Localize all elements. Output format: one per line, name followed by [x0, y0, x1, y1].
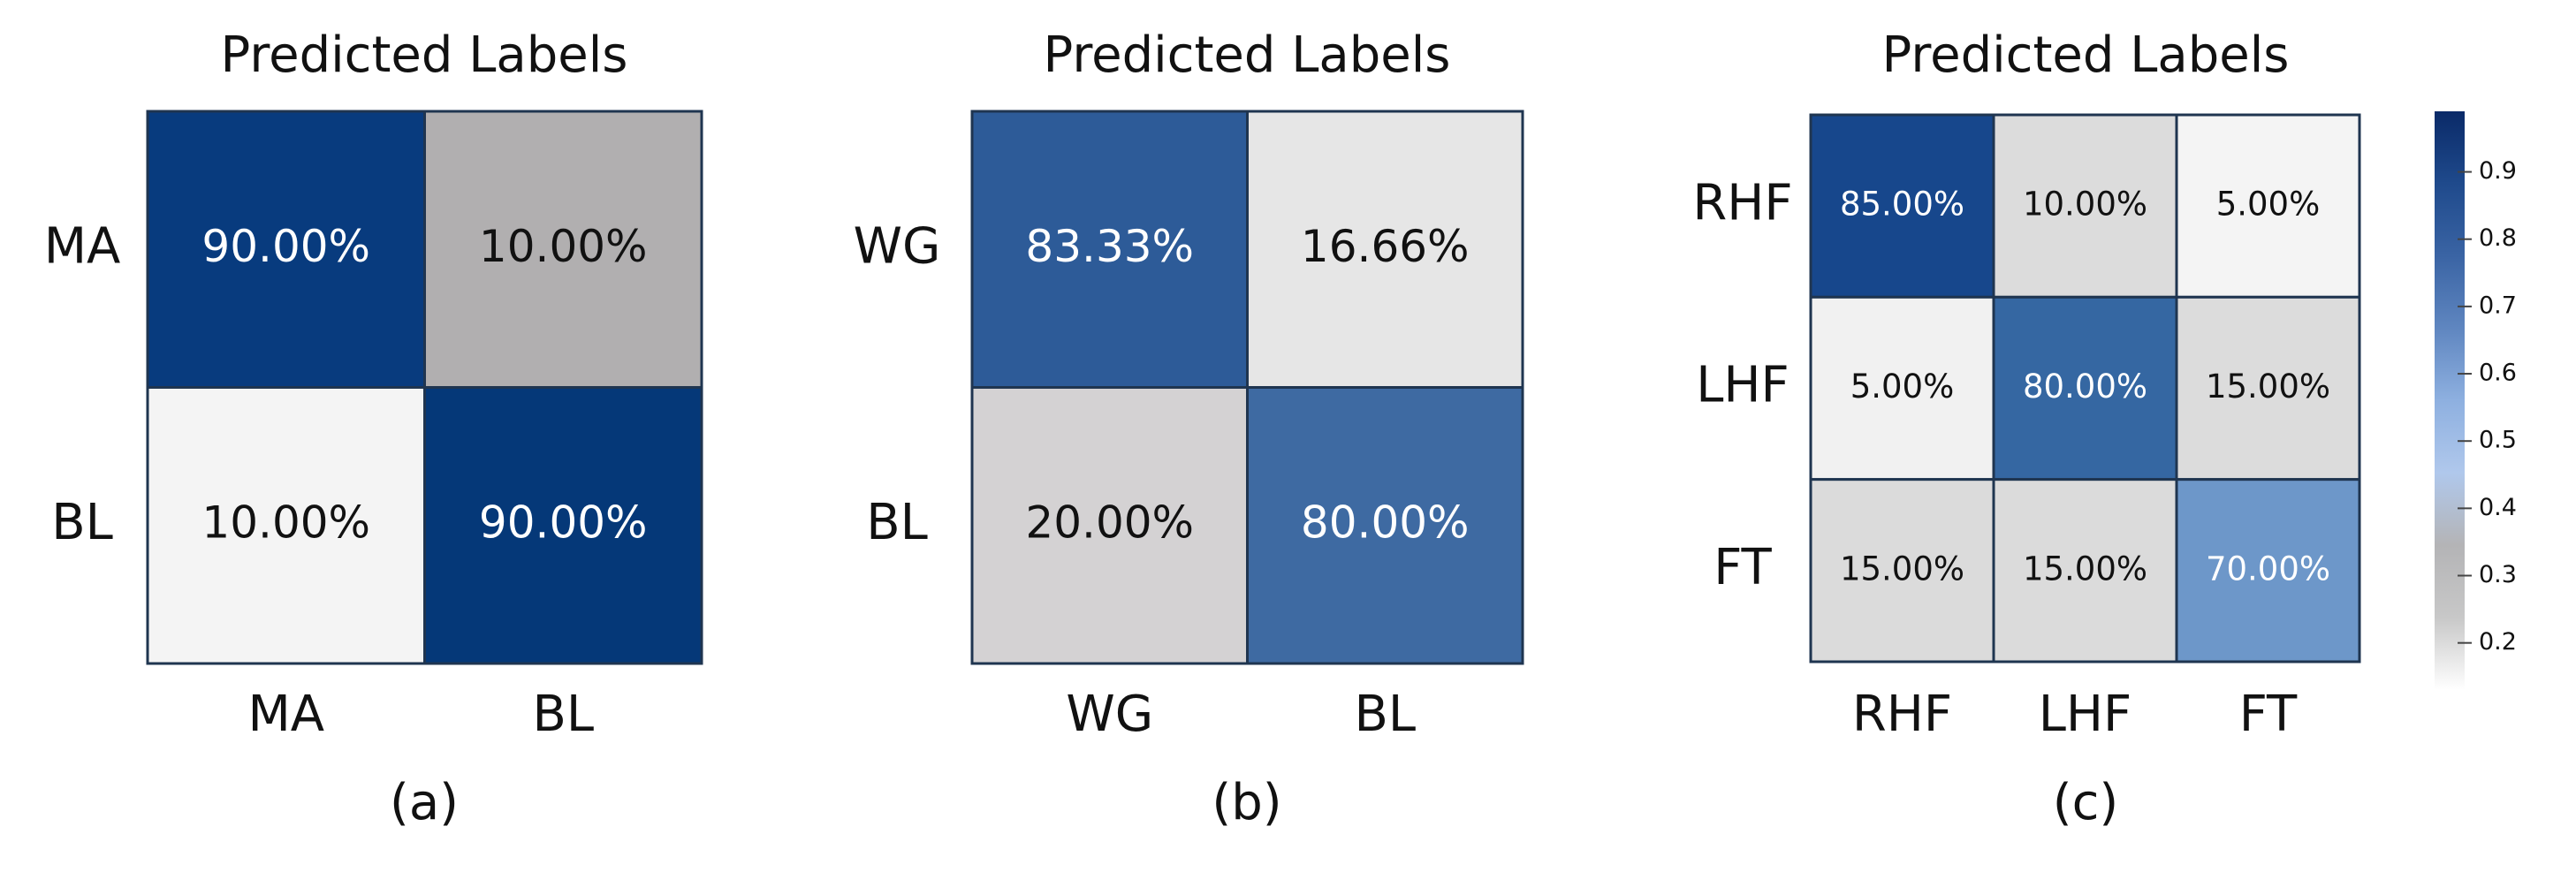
cell-label: 20.00% [1025, 497, 1194, 548]
caption: (a) [390, 774, 459, 831]
cell-label: 80.00% [2023, 368, 2147, 406]
colorbar-tick-label: 0.2 [2479, 628, 2517, 656]
cell [1246, 110, 1524, 389]
cell [970, 386, 1249, 665]
column-label: BL [532, 686, 594, 743]
cell [2175, 295, 2361, 481]
colorbar-tick-label: 0.5 [2479, 427, 2517, 454]
cell [423, 110, 703, 389]
cell [1992, 478, 2178, 663]
column-label: MA [247, 686, 324, 743]
column-label: FT [2239, 686, 2298, 743]
caption: (b) [1212, 774, 1281, 831]
chart-title: Predicted Labels [1044, 27, 1451, 84]
cell [1246, 386, 1524, 665]
column-label: BL [1354, 686, 1416, 743]
heatmap: Predicted Labels (b) 83.33% 16.66% 20.00% 80.… [854, 27, 1524, 831]
cell-label: 16.66% [1301, 221, 1470, 272]
cell-label: 5.00% [2216, 186, 2321, 224]
colorbar-tick-label: 0.4 [2479, 494, 2517, 521]
cell [1992, 113, 2178, 299]
chart-title: Predicted Labels [221, 27, 628, 84]
cell-label: 83.33% [1025, 221, 1194, 272]
colorbar-tick-label: 0.6 [2479, 360, 2517, 387]
colorbar [2435, 111, 2465, 690]
cell [2175, 478, 2361, 663]
row-label: BL [866, 494, 928, 551]
cell [970, 110, 1249, 389]
cell-label: 80.00% [1301, 497, 1470, 548]
cell [1809, 295, 1995, 481]
cell-label: 85.00% [1840, 186, 1964, 224]
row-label: RHF [1692, 174, 1792, 231]
cell [146, 386, 426, 665]
caption: (c) [2053, 774, 2118, 831]
colorbar-tick-label: 0.8 [2479, 224, 2517, 252]
row-label: WG [854, 217, 941, 275]
cell-label: 15.00% [2023, 550, 2147, 588]
colorbar-tick-label: 0.7 [2479, 292, 2517, 319]
cell-label: 10.00% [201, 497, 370, 548]
row-label: BL [51, 494, 113, 551]
colorbar-tick-label: 0.3 [2479, 561, 2517, 588]
heatmap: Predicted Labels (c) 85.00% 10.00% 5.00% 5.00… [1692, 27, 2517, 831]
row-label: FT [1714, 539, 1772, 596]
row-label: LHF [1696, 357, 1790, 414]
cell [423, 386, 703, 665]
cell [2175, 113, 2361, 299]
cell-label: 90.00% [479, 497, 648, 548]
cell-label: 70.00% [2206, 550, 2330, 588]
cell-label: 10.00% [479, 221, 648, 272]
cell [146, 110, 426, 389]
column-label: RHF [1852, 686, 1952, 743]
colorbar-tick-label: 0.9 [2479, 157, 2517, 185]
cell-label: 5.00% [1850, 368, 1955, 406]
cell-label: 15.00% [2206, 368, 2330, 406]
chart-title: Predicted Labels [1882, 27, 2290, 84]
row-label: MA [44, 217, 121, 275]
cell-label: 10.00% [2023, 186, 2147, 224]
cell-label: 90.00% [201, 221, 370, 272]
heatmap: Predicted Labels (a) 90.00% 10.00% 10.00% 90.… [44, 27, 703, 831]
column-label: LHF [2039, 686, 2132, 743]
column-label: WG [1066, 686, 1153, 743]
cell-label: 15.00% [1840, 550, 1964, 588]
